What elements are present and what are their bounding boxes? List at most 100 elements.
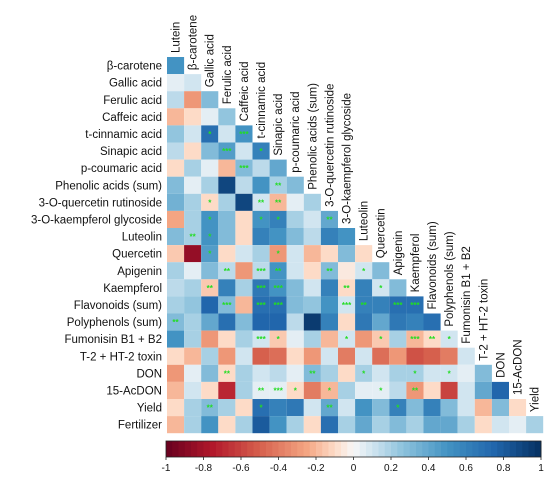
heatmap-cell xyxy=(235,176,253,194)
heatmap-cell xyxy=(372,279,390,297)
heatmap-cell xyxy=(303,228,321,246)
row-label: Phenolic acids (sum) xyxy=(55,180,162,192)
heatmap-cell xyxy=(303,210,321,228)
heatmap-cell xyxy=(184,347,202,365)
heatmap-cell xyxy=(372,296,390,314)
heatmap-cell xyxy=(320,381,338,399)
heatmap-cell xyxy=(406,330,424,348)
heatmap-cell xyxy=(423,347,441,365)
colorbar-segment xyxy=(522,441,529,457)
colorbar-segment xyxy=(441,441,448,457)
heatmap-cell xyxy=(320,416,338,434)
colorbar-segment xyxy=(491,441,498,457)
heatmap-cell xyxy=(252,313,270,331)
heatmap-cell xyxy=(303,381,321,399)
heatmap-cell xyxy=(235,228,253,246)
heatmap-cell xyxy=(372,347,390,365)
row-label: 3-O-quercetin rutinoside xyxy=(39,197,162,209)
heatmap-cell xyxy=(235,364,253,382)
heatmap-cell xyxy=(320,228,338,246)
heatmap-cell xyxy=(286,176,304,194)
heatmap-cell xyxy=(440,416,458,434)
colorbar-tick-label: 0.4 xyxy=(422,463,436,474)
heatmap-cell xyxy=(235,142,253,160)
colorbar-segment xyxy=(259,441,267,457)
colorbar-segment xyxy=(178,441,186,457)
heatmap-cell xyxy=(201,262,219,280)
heatmap-cell xyxy=(286,381,304,399)
heatmap-cell xyxy=(184,245,202,263)
heatmap-cell xyxy=(269,296,287,314)
colorbar-segment xyxy=(453,441,461,457)
heatmap-cell xyxy=(235,210,253,228)
heatmap-cell xyxy=(167,176,185,194)
significance-mark: *** xyxy=(273,284,283,293)
significance-mark: ** xyxy=(326,267,333,276)
heatmap-cell xyxy=(372,381,390,399)
heatmap-cell xyxy=(372,330,390,348)
heatmap-cell xyxy=(167,142,185,160)
column-label: t-cinnamic acid xyxy=(256,62,268,139)
colorbar-segment xyxy=(384,441,392,457)
heatmap-cell xyxy=(320,279,338,297)
heatmap-cell xyxy=(167,210,185,228)
colorbar-segment xyxy=(266,441,273,457)
row-label: Fertilizer xyxy=(118,420,162,432)
heatmap-cell xyxy=(286,313,304,331)
heatmap-cell xyxy=(355,347,373,365)
heatmap-cell xyxy=(218,228,236,246)
heatmap-cell xyxy=(286,279,304,297)
significance-mark: *** xyxy=(256,284,266,293)
significance-mark: *** xyxy=(256,335,266,344)
significance-mark: ** xyxy=(190,233,197,242)
colorbar-tick-label: 0.6 xyxy=(459,463,473,474)
heatmap-cell xyxy=(440,330,458,348)
heatmap-cell xyxy=(355,416,373,434)
significance-mark: * xyxy=(379,386,383,395)
heatmap-cell xyxy=(218,245,236,263)
row-label: Sinapic acid xyxy=(100,146,162,158)
row-label: T-2 + HT-2 toxin xyxy=(80,351,162,363)
heatmap-cell xyxy=(269,279,287,297)
colorbar-segment xyxy=(503,441,511,457)
heatmap-cell xyxy=(218,108,236,126)
heatmap-cell xyxy=(218,416,236,434)
heatmap-cell xyxy=(355,313,373,331)
heatmap-cell xyxy=(235,399,253,417)
heatmap-cell xyxy=(338,364,356,382)
heatmap-cell xyxy=(184,193,202,211)
heatmap-cell xyxy=(338,330,356,348)
heatmap-cell xyxy=(320,245,338,263)
heatmap-cell xyxy=(167,228,185,246)
significance-mark: *** xyxy=(222,301,232,310)
significance-mark: * xyxy=(328,386,332,395)
row-labels: β-carotene Gallic acid Ferulic acid Caffeic… xyxy=(31,61,162,432)
column-label: DON xyxy=(495,352,507,378)
heatmap-cell xyxy=(184,74,202,92)
colorbar-segment xyxy=(459,441,467,457)
heatmap-cell xyxy=(389,364,407,382)
heatmap-cell xyxy=(184,279,202,297)
heatmap-cell xyxy=(218,313,236,331)
column-label: Lutein xyxy=(171,22,183,53)
colorbar-tick-label: -0.4 xyxy=(270,463,288,474)
column-label: Sinapic acid xyxy=(273,94,285,156)
colorbar-segment xyxy=(403,441,411,457)
significance-mark: * xyxy=(208,233,212,242)
heatmap-cell xyxy=(201,279,219,297)
heatmap-cell xyxy=(184,210,202,228)
column-label: Phenolic acids (sum) xyxy=(307,83,319,190)
colorbar-segment xyxy=(528,441,536,457)
heatmap-cell xyxy=(338,228,356,246)
significance-mark: ** xyxy=(326,404,333,413)
colorbar-segment xyxy=(309,441,317,457)
colorbar-segment xyxy=(409,441,417,457)
heatmap-cell xyxy=(235,347,253,365)
colorbar-segment xyxy=(397,441,404,457)
heatmap-cell xyxy=(474,399,492,417)
heatmap-cell xyxy=(167,347,185,365)
row-label: Flavonoids (sum) xyxy=(74,300,162,312)
heatmap-cell xyxy=(235,381,253,399)
significance-mark: *** xyxy=(239,164,249,173)
heatmap-cell xyxy=(389,296,407,314)
